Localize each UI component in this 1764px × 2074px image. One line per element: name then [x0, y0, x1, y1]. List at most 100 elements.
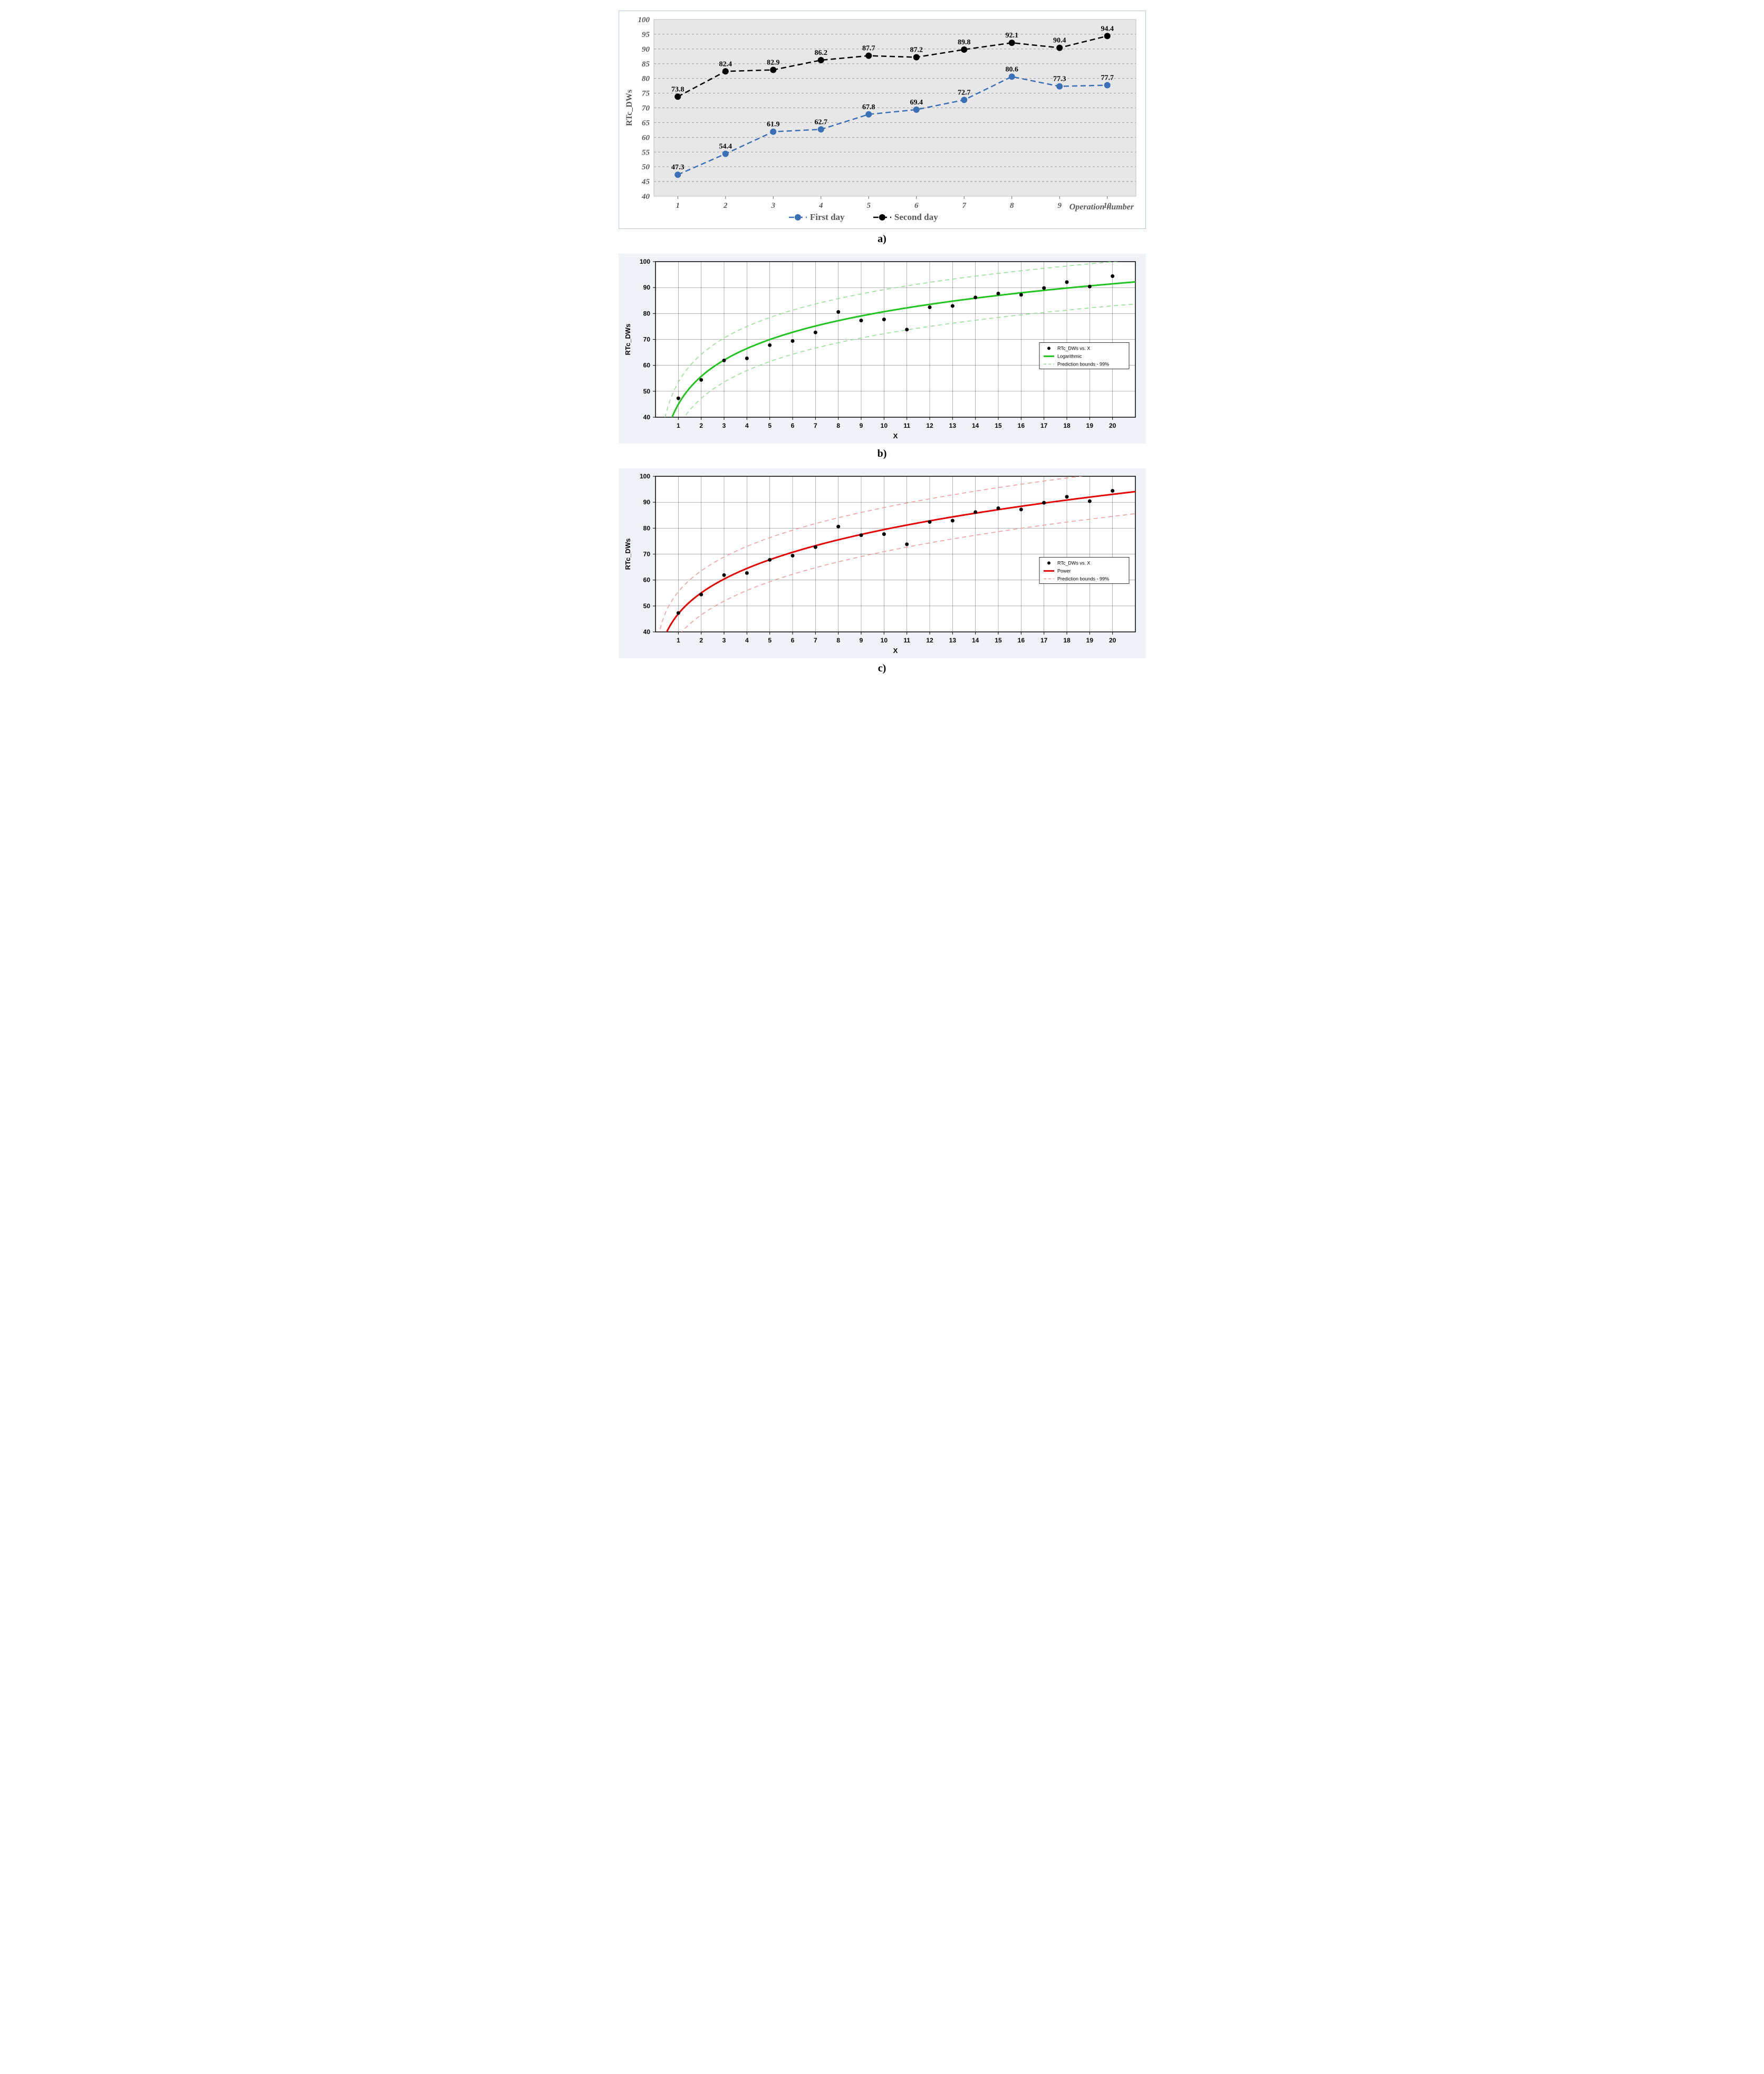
- svg-text:77.7: 77.7: [1101, 74, 1114, 82]
- svg-text:90: 90: [643, 284, 650, 291]
- svg-text:11: 11: [903, 637, 910, 644]
- svg-text:4: 4: [745, 422, 748, 429]
- svg-text:8: 8: [836, 637, 840, 644]
- svg-text:80.6: 80.6: [1005, 65, 1018, 73]
- svg-text:40: 40: [643, 414, 650, 421]
- panel-b-chart: 1234567891011121314151617181920405060708…: [619, 254, 1146, 444]
- panel-c-frame: 1234567891011121314151617181920405060708…: [619, 468, 1146, 658]
- svg-text:Power: Power: [1057, 568, 1071, 573]
- svg-text:Logarithmic: Logarithmic: [1057, 353, 1082, 359]
- svg-text:10: 10: [880, 422, 888, 429]
- svg-text:11: 11: [903, 422, 910, 429]
- svg-text:RTc_DWs vs. X: RTc_DWs vs. X: [1057, 345, 1090, 351]
- svg-text:69.4: 69.4: [910, 99, 923, 107]
- svg-text:6: 6: [791, 422, 794, 429]
- panel-a-chart: 40455055606570758085909510012345678910RT…: [622, 14, 1143, 225]
- svg-text:RTc_DWs: RTc_DWs: [624, 539, 632, 570]
- svg-text:3: 3: [722, 637, 726, 644]
- svg-text:Prediction bounds - 99%: Prediction bounds - 99%: [1057, 576, 1109, 581]
- svg-text:50: 50: [642, 163, 650, 171]
- svg-text:20: 20: [1108, 637, 1116, 644]
- svg-text:17: 17: [1040, 422, 1047, 429]
- svg-text:1: 1: [676, 422, 680, 429]
- svg-text:7: 7: [813, 422, 817, 429]
- svg-text:87.2: 87.2: [910, 46, 923, 54]
- svg-text:18: 18: [1063, 637, 1071, 644]
- svg-text:54.4: 54.4: [719, 143, 732, 151]
- svg-text:RTc_DWs: RTc_DWs: [624, 324, 632, 356]
- svg-text:90: 90: [642, 45, 650, 54]
- svg-text:8: 8: [1009, 201, 1014, 210]
- svg-text:X: X: [893, 647, 898, 655]
- svg-text:70: 70: [642, 104, 650, 113]
- svg-text:12: 12: [926, 422, 933, 429]
- svg-text:89.8: 89.8: [957, 39, 970, 46]
- svg-text:12: 12: [926, 637, 933, 644]
- svg-text:15: 15: [995, 637, 1002, 644]
- svg-text:14: 14: [971, 637, 979, 644]
- svg-text:First day: First day: [809, 212, 844, 222]
- svg-text:1: 1: [676, 201, 680, 210]
- svg-text:61.9: 61.9: [766, 121, 779, 129]
- svg-text:40: 40: [643, 628, 650, 636]
- svg-text:65: 65: [642, 119, 650, 127]
- svg-text:19: 19: [1086, 637, 1093, 644]
- svg-text:94.4: 94.4: [1101, 25, 1114, 33]
- panel-b-label: b): [619, 448, 1146, 460]
- svg-text:55: 55: [642, 148, 650, 157]
- svg-text:70: 70: [643, 336, 650, 343]
- svg-text:16: 16: [1017, 422, 1025, 429]
- svg-text:10: 10: [880, 637, 888, 644]
- panel-b-frame: 1234567891011121314151617181920405060708…: [619, 254, 1146, 444]
- svg-text:5: 5: [768, 637, 772, 644]
- svg-text:Operation number: Operation number: [1069, 203, 1134, 212]
- svg-text:5: 5: [768, 422, 772, 429]
- svg-text:92.1: 92.1: [1005, 32, 1018, 40]
- svg-text:87.7: 87.7: [862, 45, 875, 53]
- svg-text:4: 4: [818, 201, 823, 210]
- svg-text:RTc_DWs vs. X: RTc_DWs vs. X: [1057, 560, 1090, 565]
- svg-text:73.8: 73.8: [671, 85, 684, 93]
- svg-text:86.2: 86.2: [814, 49, 827, 57]
- svg-text:60: 60: [643, 577, 650, 584]
- svg-text:4: 4: [745, 637, 748, 644]
- svg-text:7: 7: [962, 201, 966, 210]
- panel-c-label: c): [619, 662, 1146, 675]
- svg-text:67.8: 67.8: [862, 103, 875, 111]
- panel-a-frame: 40455055606570758085909510012345678910RT…: [619, 11, 1146, 229]
- svg-text:2: 2: [699, 637, 703, 644]
- svg-text:100: 100: [639, 473, 650, 480]
- svg-text:9: 9: [859, 422, 863, 429]
- svg-text:60: 60: [643, 362, 650, 369]
- svg-text:14: 14: [971, 422, 979, 429]
- svg-text:3: 3: [770, 201, 775, 210]
- svg-text:40: 40: [641, 193, 650, 201]
- svg-text:45: 45: [641, 178, 650, 186]
- svg-text:62.7: 62.7: [814, 118, 827, 126]
- svg-text:13: 13: [949, 422, 956, 429]
- svg-text:70: 70: [643, 551, 650, 558]
- svg-text:82.4: 82.4: [719, 60, 732, 68]
- svg-text:75: 75: [642, 90, 650, 98]
- svg-text:9: 9: [1057, 201, 1062, 210]
- svg-text:X: X: [893, 432, 898, 440]
- panel-c-chart: 1234567891011121314151617181920405060708…: [619, 468, 1146, 658]
- svg-text:90: 90: [643, 498, 650, 506]
- svg-text:95: 95: [642, 31, 650, 39]
- svg-text:50: 50: [643, 388, 650, 395]
- svg-text:15: 15: [995, 422, 1002, 429]
- svg-text:100: 100: [638, 16, 650, 24]
- svg-text:80: 80: [643, 310, 650, 317]
- svg-text:RTc_DWs: RTc_DWs: [625, 90, 634, 126]
- svg-text:Second day: Second day: [894, 212, 938, 222]
- svg-text:7: 7: [813, 637, 817, 644]
- svg-text:17: 17: [1040, 637, 1047, 644]
- svg-text:77.3: 77.3: [1053, 75, 1066, 83]
- svg-text:100: 100: [639, 258, 650, 265]
- svg-text:82.9: 82.9: [766, 59, 779, 66]
- svg-text:50: 50: [643, 602, 650, 610]
- svg-text:72.7: 72.7: [957, 89, 970, 97]
- svg-text:18: 18: [1063, 422, 1071, 429]
- svg-text:8: 8: [836, 422, 840, 429]
- svg-text:9: 9: [859, 637, 863, 644]
